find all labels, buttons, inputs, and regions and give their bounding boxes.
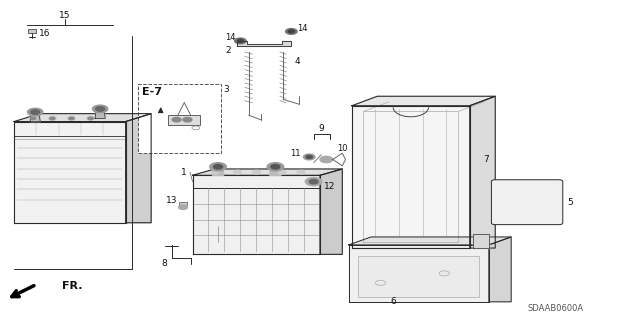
Circle shape: [93, 105, 108, 113]
Polygon shape: [320, 169, 342, 254]
Text: 10: 10: [337, 144, 348, 153]
Polygon shape: [14, 114, 151, 122]
Circle shape: [303, 154, 315, 160]
Circle shape: [68, 116, 76, 120]
Polygon shape: [193, 169, 342, 175]
Circle shape: [285, 29, 297, 34]
Circle shape: [179, 205, 188, 210]
Circle shape: [253, 170, 260, 174]
Bar: [179, 202, 187, 205]
Circle shape: [88, 117, 93, 120]
Text: 16: 16: [39, 29, 51, 39]
Circle shape: [49, 116, 56, 120]
Bar: [168, 115, 200, 125]
Circle shape: [267, 163, 284, 171]
FancyBboxPatch shape: [492, 180, 563, 225]
Circle shape: [234, 170, 241, 174]
Circle shape: [31, 110, 40, 114]
Circle shape: [306, 155, 312, 159]
Circle shape: [31, 117, 36, 120]
Polygon shape: [269, 167, 281, 175]
Polygon shape: [489, 237, 511, 302]
Text: 1: 1: [181, 168, 187, 177]
Bar: [358, 256, 479, 297]
Circle shape: [320, 156, 333, 163]
Polygon shape: [473, 234, 489, 248]
Circle shape: [87, 116, 95, 120]
Polygon shape: [352, 106, 470, 248]
Polygon shape: [212, 167, 224, 175]
Circle shape: [288, 30, 294, 33]
Circle shape: [278, 170, 286, 174]
Circle shape: [235, 38, 246, 44]
Text: 9: 9: [318, 124, 324, 133]
Polygon shape: [125, 114, 151, 223]
Polygon shape: [14, 122, 125, 223]
Circle shape: [211, 170, 219, 174]
Circle shape: [271, 165, 280, 169]
Text: FR.: FR.: [62, 281, 83, 291]
Text: 4: 4: [295, 57, 301, 66]
Circle shape: [172, 117, 181, 122]
Polygon shape: [193, 175, 320, 254]
Polygon shape: [349, 237, 511, 245]
Text: E-7: E-7: [143, 86, 163, 97]
Text: 5: 5: [568, 198, 573, 207]
Text: 14: 14: [298, 24, 308, 33]
Circle shape: [298, 170, 305, 174]
Circle shape: [50, 117, 55, 120]
Text: 15: 15: [60, 11, 71, 20]
Circle shape: [96, 107, 104, 111]
Text: 12: 12: [324, 182, 335, 191]
Polygon shape: [95, 109, 105, 118]
Circle shape: [214, 165, 223, 169]
Polygon shape: [352, 96, 495, 106]
Circle shape: [309, 179, 318, 184]
Circle shape: [237, 39, 244, 42]
Text: SDAAB0600A: SDAAB0600A: [528, 304, 584, 313]
Text: 6: 6: [390, 297, 396, 306]
Polygon shape: [349, 245, 489, 302]
Text: 13: 13: [166, 196, 178, 205]
Circle shape: [28, 108, 43, 116]
Text: 11: 11: [290, 149, 300, 158]
Bar: [138, 84, 221, 153]
Text: 14: 14: [225, 33, 236, 41]
Polygon shape: [30, 113, 40, 122]
Bar: [28, 29, 36, 33]
Circle shape: [29, 116, 37, 120]
Text: 8: 8: [161, 259, 167, 268]
Circle shape: [183, 117, 192, 122]
Text: 2: 2: [225, 46, 231, 55]
Circle shape: [210, 163, 227, 171]
Circle shape: [305, 178, 322, 186]
Text: 3: 3: [223, 85, 228, 94]
Polygon shape: [237, 41, 291, 46]
Text: 7: 7: [483, 155, 488, 164]
Circle shape: [69, 117, 74, 120]
Polygon shape: [470, 96, 495, 248]
